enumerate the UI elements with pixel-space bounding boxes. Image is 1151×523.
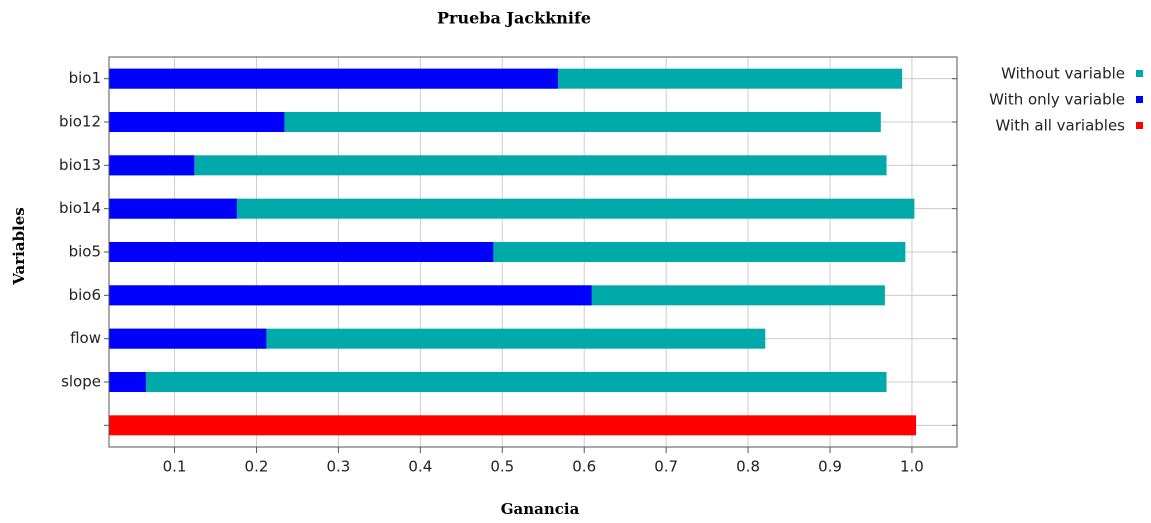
bar	[109, 155, 195, 176]
bars	[109, 68, 917, 436]
y-tick-label: bio14	[59, 199, 101, 217]
x-tick-label: 0.7	[654, 458, 678, 476]
y-tick-label: bio1	[69, 69, 101, 87]
x-tick-label: 0.8	[736, 458, 760, 476]
x-tick-label: 0.2	[245, 458, 269, 476]
y-tick-label: flow	[70, 329, 101, 347]
bar	[109, 372, 146, 392]
bar	[109, 198, 237, 219]
bar	[109, 372, 887, 392]
y-axis-label: Variables	[10, 207, 28, 285]
bar	[109, 285, 592, 306]
y-tick-label: bio12	[59, 113, 101, 131]
y-tick-label: slope	[61, 373, 101, 391]
bar	[109, 328, 267, 349]
bar	[109, 112, 285, 132]
legend-label: Without variable	[1001, 65, 1125, 83]
x-tick-label: 0.5	[490, 458, 514, 476]
bar	[109, 242, 494, 262]
x-tick-label: 0.1	[163, 458, 187, 476]
y-tick-label: bio5	[69, 243, 101, 261]
axes: 0.1 0.2 0.3 0.4 0.5 0.6 0.7 0.8 0.9 1.0 bio1 bio12 b…	[59, 56, 958, 476]
bar	[109, 415, 917, 436]
chart-title: Prueba Jackknife	[437, 9, 591, 28]
legend-swatch	[1136, 70, 1143, 77]
legend-label: With only variable	[989, 91, 1125, 109]
legend-swatch	[1136, 122, 1143, 129]
x-tick-label: 1.0	[900, 458, 924, 476]
bar	[109, 112, 881, 132]
legend-swatch	[1136, 96, 1143, 103]
bar	[109, 328, 766, 349]
x-tick-label: 0.9	[818, 458, 842, 476]
x-tick-label: 0.4	[408, 458, 432, 476]
bar	[109, 155, 887, 176]
x-tick-label: 0.6	[572, 458, 596, 476]
y-tick-label: bio13	[59, 156, 101, 174]
bar	[109, 198, 915, 219]
bar	[109, 68, 558, 89]
plot-frame	[108, 56, 958, 448]
legend-label: With all variables	[996, 117, 1126, 135]
y-tick-label: bio6	[69, 286, 101, 304]
x-tick-label: 0.3	[326, 458, 350, 476]
legend: Without variable With only variable With a…	[989, 65, 1143, 135]
x-axis-label: Ganancia	[501, 500, 580, 518]
